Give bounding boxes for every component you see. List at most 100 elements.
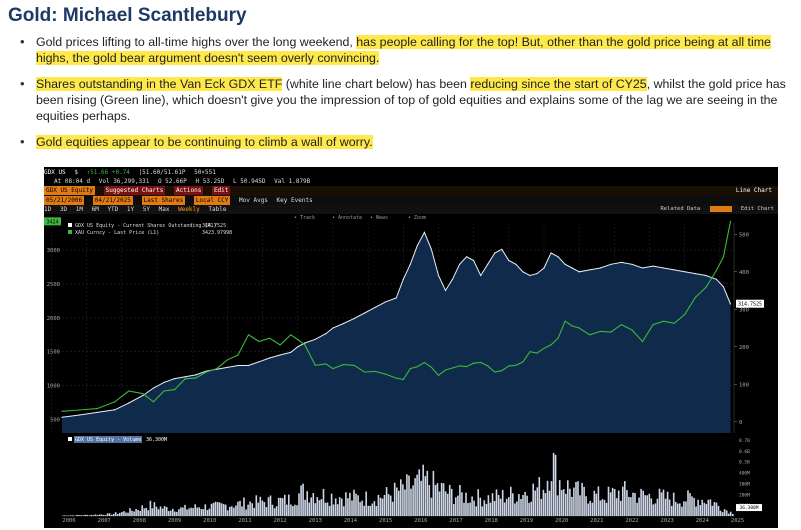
volume-bar	[626, 490, 628, 516]
volume-bar	[455, 497, 457, 516]
volume-bar	[679, 503, 681, 516]
gold-point	[599, 330, 601, 332]
suggested-charts-button[interactable]: Suggested Charts	[103, 186, 166, 195]
right-tick-label: 100	[739, 382, 749, 388]
volume-bar	[514, 503, 516, 516]
period-1d[interactable]: 1D	[44, 206, 52, 213]
gold-point	[184, 378, 186, 380]
volume-bar	[585, 496, 587, 516]
field-select[interactable]: Last Shares	[141, 196, 186, 205]
period-max[interactable]: Max	[158, 206, 170, 213]
volume-bar	[155, 506, 158, 516]
period-1m[interactable]: 1M	[75, 206, 83, 213]
volume-bar	[489, 502, 492, 516]
volume-bar	[82, 515, 84, 516]
volume-bar	[583, 486, 585, 516]
period-3d[interactable]: 3D	[59, 206, 68, 213]
shares-point	[79, 414, 81, 416]
gold-point	[473, 362, 475, 364]
frequency-select[interactable]: Weekly	[178, 206, 200, 213]
volume-bar	[131, 510, 133, 516]
left-tick-label: 1000	[47, 384, 60, 390]
volume-bar	[64, 515, 66, 516]
gold-point	[205, 371, 207, 373]
quote-stats-bar: At 08:04 d Vol 36,299,331 O 52.66P H 53.…	[44, 177, 778, 186]
volume-bar	[265, 507, 268, 516]
volume-bar	[597, 486, 600, 516]
actions-button[interactable]: Actions	[174, 186, 204, 195]
volume-bar	[677, 503, 679, 516]
volume-bar	[338, 497, 341, 516]
chart-tool-label: • News	[370, 215, 388, 221]
volume-bar	[281, 498, 284, 516]
x-tick-label: 2024	[696, 518, 710, 524]
x-tick-label: 2020	[555, 518, 568, 524]
volume-bar	[180, 507, 182, 516]
shares-point	[522, 271, 524, 273]
volume-bar	[308, 502, 310, 516]
volume-bar	[229, 506, 231, 516]
volume-bar	[630, 497, 632, 516]
volume-bar	[169, 510, 172, 516]
shares-point	[444, 289, 447, 292]
left-tick-label: 2000	[47, 316, 60, 322]
gold-point	[589, 334, 591, 336]
period-ytd[interactable]: YTD	[107, 206, 119, 213]
shares-point	[473, 259, 475, 262]
volume-bar	[247, 504, 249, 516]
period-5y[interactable]: 5Y	[142, 206, 150, 213]
shares-point	[184, 376, 186, 378]
volume-bar	[147, 510, 150, 516]
volume-bar	[520, 499, 522, 516]
shares-point	[641, 267, 644, 269]
volume-bar	[316, 497, 319, 516]
volume-bar	[709, 499, 712, 516]
currency-select[interactable]: Local CCY	[193, 196, 231, 205]
mov-avgs-toggle[interactable]: Mov Avgs	[239, 197, 268, 204]
gold-point	[247, 334, 250, 336]
start-date-field[interactable]: 05/21/2006	[44, 196, 85, 205]
shares-point	[437, 274, 440, 277]
volume-bar	[707, 499, 710, 516]
key-events-toggle[interactable]: Key Events	[276, 197, 313, 204]
volume-bar	[550, 481, 553, 516]
gold-point	[226, 359, 228, 361]
volume-bar	[312, 493, 315, 516]
volume-bar	[161, 508, 164, 516]
volume-bar	[68, 515, 70, 516]
shares-point	[332, 327, 334, 329]
volume-bar	[442, 483, 445, 516]
edit-chart-button[interactable]: Edit Chart	[740, 206, 774, 212]
related-data-button[interactable]: Related Data	[660, 206, 701, 212]
volume-bar	[532, 483, 534, 516]
gold-point	[114, 401, 116, 403]
shares-point	[297, 346, 299, 348]
volume-bar	[300, 485, 302, 516]
table-toggle[interactable]: Table	[208, 206, 227, 213]
volume-bar	[410, 488, 412, 516]
volume-bar	[656, 498, 659, 516]
chart-type-label: Line Chart	[735, 187, 772, 194]
security-field[interactable]: GDX US Equity	[44, 186, 95, 195]
volume-bar	[332, 504, 335, 516]
end-date-field[interactable]: 04/21/2025	[92, 196, 133, 205]
period-6m[interactable]: 6M	[91, 206, 99, 213]
volume-bar	[190, 507, 192, 516]
volume-bar	[436, 483, 439, 516]
volume-bar	[273, 508, 276, 516]
volume-bar	[601, 499, 604, 516]
right-tick-label: 0	[739, 420, 742, 426]
shares-point	[564, 263, 566, 265]
shares-point	[652, 265, 654, 267]
period-1y[interactable]: 1Y	[126, 206, 135, 213]
bullet-text: Gold prices lifting to all-time highs ov…	[36, 35, 357, 49]
volume-bar	[267, 497, 270, 516]
gold-point	[501, 370, 503, 372]
edit-button[interactable]: Edit	[211, 186, 231, 195]
volume-bar	[609, 492, 612, 516]
gold-point	[409, 368, 411, 370]
volume-bar	[538, 477, 541, 516]
volume-bar	[479, 497, 482, 516]
volume-bar	[286, 504, 288, 516]
volume-bar	[167, 511, 170, 516]
